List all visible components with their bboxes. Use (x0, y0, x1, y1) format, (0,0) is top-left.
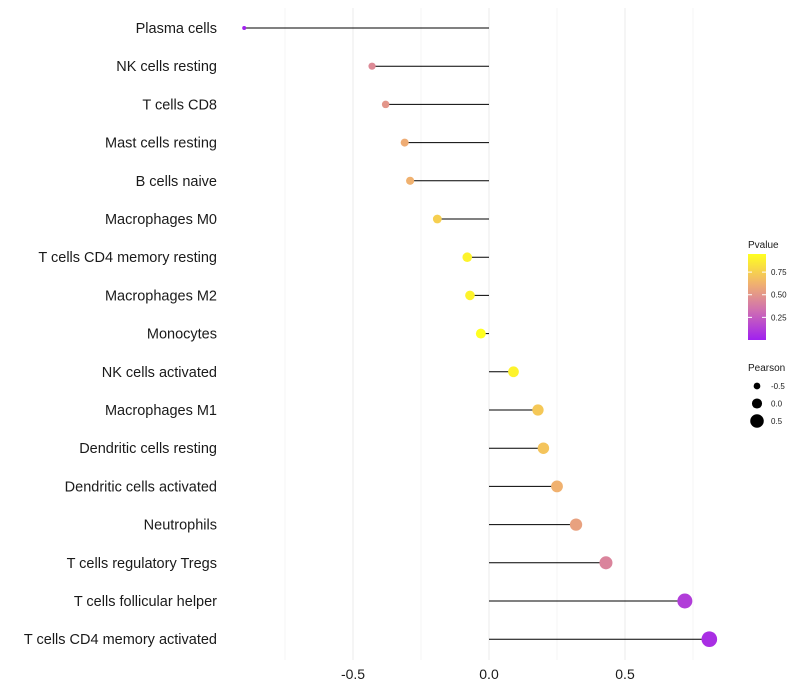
category-labels: Plasma cells NK cells resting T cells CD8 M… (24, 21, 217, 648)
category-label: Macrophages M1 (105, 403, 217, 419)
category-label: T cells regulatory Tregs (67, 556, 217, 572)
lollipop-point (432, 214, 442, 224)
size-key-label: 0.0 (771, 400, 783, 409)
category-label: Mast cells resting (105, 136, 217, 152)
x-axis: -0.5 0.0 0.5 (341, 666, 635, 682)
pvalue-legend-title: Pvalue (748, 240, 779, 251)
lollipop-point (551, 480, 563, 493)
colorbar-tick-label: 0.50 (771, 291, 787, 300)
pearson-legend-title: Pearson (748, 363, 785, 374)
points (242, 26, 718, 648)
x-tick-label: 0.5 (615, 666, 635, 682)
category-label: Plasma cells (136, 21, 217, 37)
lollipop-point (368, 62, 376, 70)
size-key-dot (753, 382, 761, 390)
colorbar-tick-label: 0.75 (771, 268, 787, 277)
size-key-dot (750, 414, 764, 428)
category-label: Neutrophils (144, 518, 217, 534)
category-label: T cells CD4 memory resting (38, 250, 217, 266)
category-label: B cells naive (136, 174, 217, 190)
category-label: Dendritic cells resting (79, 441, 217, 457)
pvalue-legend: Pvalue 0.75 0.50 0.25 (748, 240, 787, 340)
pvalue-colorbar (748, 254, 766, 340)
x-tick-label: -0.5 (341, 666, 365, 682)
category-label: Macrophages M2 (105, 288, 217, 304)
x-tick-label: 0.0 (479, 666, 499, 682)
lollipop-point (462, 252, 473, 262)
lollipop-point (599, 556, 613, 570)
lollipop-point (532, 404, 544, 416)
lollipop-point (508, 366, 519, 378)
colorbar-tick-label: 0.25 (771, 313, 787, 322)
lollipop-point (406, 176, 415, 185)
lollipop-point (381, 100, 390, 109)
category-label: Monocytes (147, 327, 217, 343)
size-key-dot (751, 398, 763, 409)
category-label: T cells CD8 (142, 97, 217, 113)
lollipop-point (475, 328, 486, 339)
category-label: T cells follicular helper (74, 594, 217, 610)
lollipop-point (465, 290, 475, 301)
lollipop-point (677, 593, 693, 609)
size-key-label: -0.5 (771, 382, 785, 391)
category-label: Macrophages M0 (105, 212, 217, 228)
category-label: NK cells resting (116, 59, 217, 75)
size-key-label: 0.5 (771, 417, 783, 426)
lollipop-point (701, 631, 718, 648)
lollipop-point (537, 442, 550, 454)
lollipop-point (242, 26, 247, 30)
pearson-legend: Pearson -0.5 0.0 0.5 (748, 363, 785, 428)
category-label: Dendritic cells activated (65, 479, 217, 495)
category-label: NK cells activated (102, 365, 217, 381)
lollipop-point (569, 518, 583, 531)
lollipop-point (400, 138, 409, 147)
category-label: T cells CD4 memory activated (24, 632, 217, 648)
